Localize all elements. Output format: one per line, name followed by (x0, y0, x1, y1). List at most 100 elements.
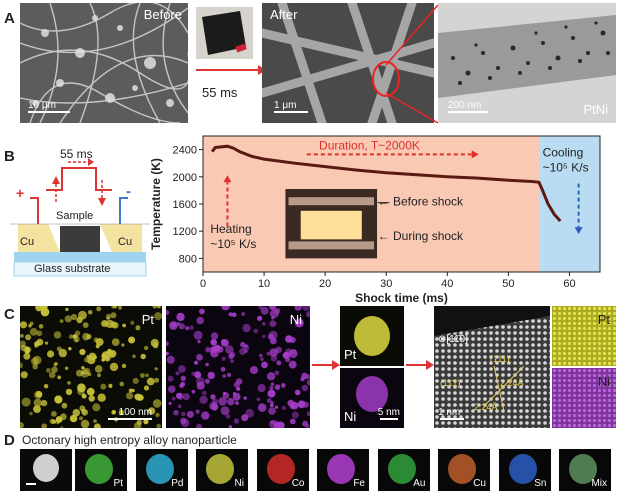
eds-particle (230, 359, 234, 363)
eds-particle (43, 384, 49, 389)
eds-particle (155, 412, 160, 418)
eds-particle (205, 362, 209, 367)
after-scale-label: 1 μm (274, 100, 297, 111)
x-tick-label: 30 (380, 278, 392, 290)
eds-particle (48, 371, 56, 379)
plane-b-label: (11̄1) (440, 378, 461, 388)
eds-particle (306, 379, 310, 386)
eds-particle (88, 352, 97, 361)
eds-particle (106, 350, 114, 359)
eds-particle (222, 392, 230, 399)
eds-particle (244, 349, 248, 353)
eds-particle (270, 355, 278, 362)
eds-particle (233, 418, 240, 424)
eds-particle (177, 404, 182, 409)
ni-map-label: Ni (289, 312, 302, 327)
eds-particle (65, 307, 69, 312)
eds-particle (256, 397, 261, 402)
eds-particle (145, 373, 149, 378)
eds-particle (266, 352, 271, 356)
eds-particle (154, 312, 162, 321)
eds-particle (301, 384, 309, 392)
eds-particle (306, 411, 310, 417)
eds-particle (171, 322, 176, 327)
eds-particle (276, 360, 282, 366)
pt-lattice-map: Pt (552, 306, 616, 366)
zone-axis-label: ⊗[11̄0] (438, 334, 468, 345)
eds-particle (193, 330, 203, 340)
eds-particle (152, 306, 158, 309)
eds-particle (281, 406, 286, 410)
eds-particle (260, 306, 269, 315)
eds-particle (80, 419, 90, 428)
eds-particle (173, 409, 179, 416)
zoom-lines (385, 4, 439, 124)
eds-particle (274, 370, 280, 376)
eds-particle (41, 423, 47, 428)
eds-particle (222, 374, 226, 378)
eds-particle (171, 396, 176, 401)
eds-particle (266, 372, 276, 381)
eds-particle (294, 318, 304, 328)
eds-particle (241, 312, 246, 316)
d-spacing-1: 2.24Å (500, 378, 524, 388)
eds-particle (61, 402, 68, 409)
x-axis-label: Shock time (ms) (355, 291, 448, 305)
eds-particle (212, 398, 219, 405)
cooling-arrowhead (574, 227, 583, 235)
heating-arrowhead (223, 175, 232, 183)
eds-particle (270, 337, 277, 345)
eds-particle (29, 411, 33, 416)
eds-particle (51, 411, 57, 417)
eds-particle (294, 306, 302, 311)
eds-particle (82, 332, 90, 341)
eds-particle (201, 411, 210, 420)
small-pt-label: Pt (344, 347, 357, 362)
eds-particle (291, 349, 297, 354)
eds-particle (136, 419, 142, 426)
eds-particle (180, 417, 187, 425)
eds-particle (191, 389, 196, 394)
eds-particle (47, 350, 55, 358)
eds-particle (112, 306, 118, 309)
eds-particle (288, 360, 297, 369)
eds-particle (257, 384, 266, 393)
eds-particle (96, 306, 102, 312)
cooling-label-1: Cooling (543, 145, 584, 159)
eds-particle (33, 398, 42, 407)
x-tick-label: 20 (319, 278, 331, 290)
eds-particle (227, 397, 235, 406)
eds-particle (270, 401, 274, 405)
x-tick-label: 10 (258, 278, 270, 290)
eds-particle (111, 410, 116, 415)
eds-particle (221, 306, 230, 311)
eds-particle (105, 319, 115, 329)
eds-particle (195, 409, 200, 414)
after-scale-bar (274, 111, 308, 113)
eds-particle (166, 310, 170, 315)
tem-label: PtNi (583, 102, 608, 117)
element-map-co: Co (256, 449, 309, 491)
eds-particle (83, 367, 91, 375)
eds-particle (92, 403, 101, 412)
eds-particle (132, 354, 136, 359)
a-time-label: 55 ms (202, 85, 238, 100)
eds-particle (60, 426, 64, 428)
eds-particle (269, 309, 279, 318)
element-label-ni: Ni (234, 478, 244, 489)
eds-particle (73, 335, 80, 343)
eds-particle (32, 363, 38, 370)
eds-particle (143, 419, 149, 425)
eds-particle (111, 338, 120, 346)
eds-particle (269, 385, 274, 390)
eds-particle (20, 344, 27, 352)
eds-particle (30, 357, 39, 366)
eds-particle (81, 408, 87, 415)
eds-particle (178, 323, 185, 330)
substrate-label: Glass substrate (34, 263, 111, 275)
sem-after-image: After 1 μm (262, 3, 434, 123)
eds-particle (20, 422, 24, 428)
eds-particle (268, 407, 276, 415)
eds-particle (108, 383, 113, 388)
eds-particle (70, 313, 78, 321)
